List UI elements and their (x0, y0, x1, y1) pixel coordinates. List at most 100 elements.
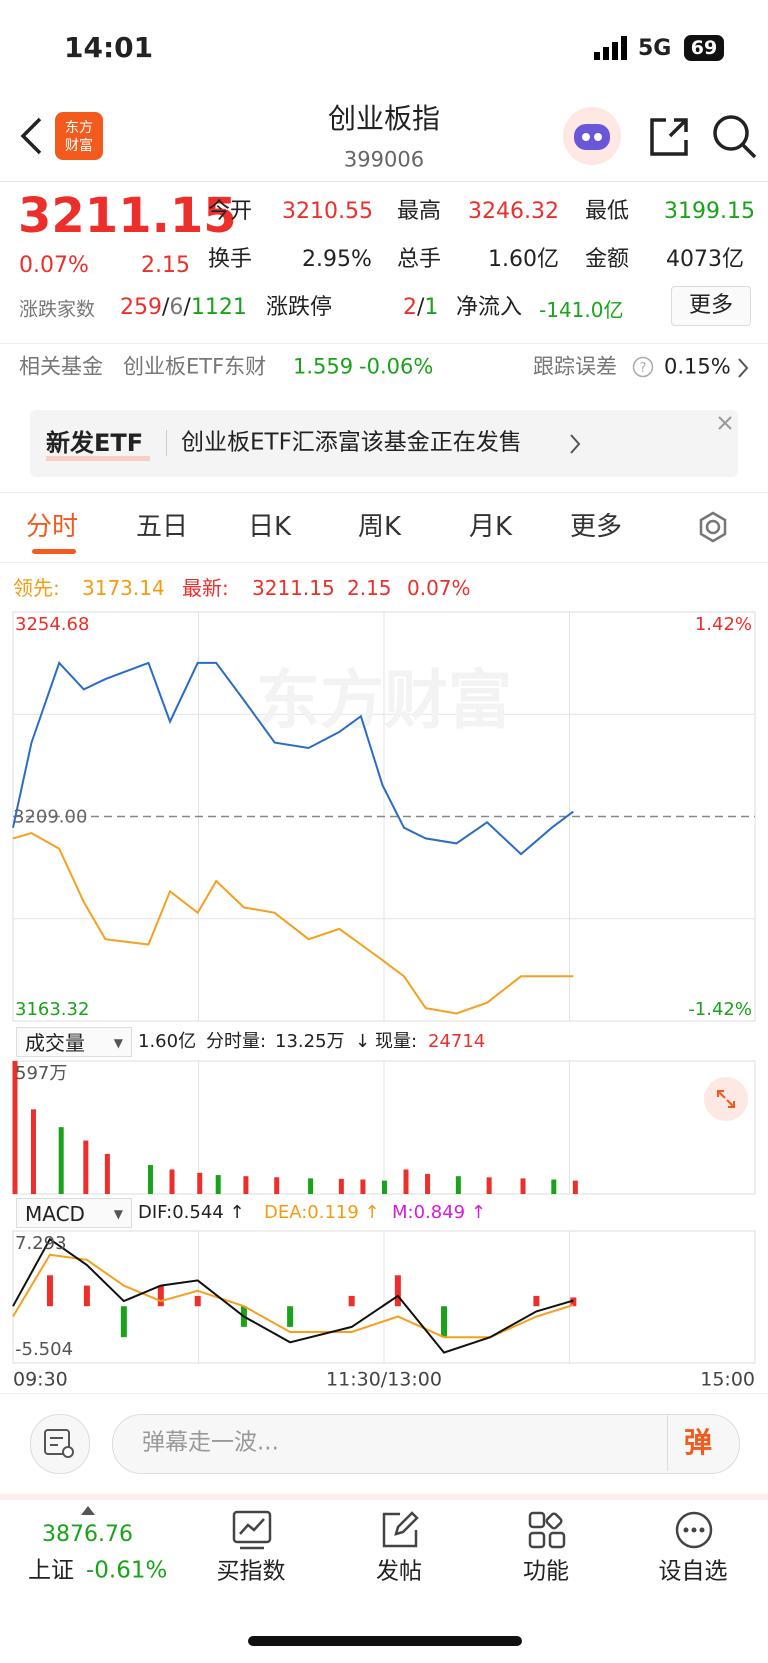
nav-item[interactable]: 买指数 (216, 1558, 286, 1585)
label: 分时量: (206, 1031, 267, 1052)
volume-chart: 597万 (12, 1060, 756, 1195)
period-volume: 13.25万 (275, 1031, 345, 1052)
volume-bar (243, 1176, 249, 1194)
dea-label: DEA:0.119 ↑ (264, 1202, 380, 1223)
y-min-label: -5.504 (15, 1339, 73, 1360)
volume-bar (572, 1180, 578, 1194)
divider (0, 181, 768, 182)
intraday-chart: 东方财富 3254.68 3163.32 3209.00 1.42% -1.42% (12, 611, 756, 1022)
label: 涨跌家数 (19, 298, 96, 321)
nav-item[interactable]: 发帖 (376, 1558, 422, 1585)
fund-change: -0.06% (359, 354, 434, 379)
tag-underline (46, 456, 150, 461)
assistant-avatar[interactable] (562, 106, 622, 166)
expand-button[interactable] (704, 1077, 748, 1121)
latest-pct: 0.07% (407, 576, 471, 600)
indicator-selector[interactable]: MACD ▼ (16, 1198, 132, 1228)
lead-label: 领先: (13, 576, 60, 600)
volume-bar (520, 1178, 526, 1194)
trend-arrow: ↓ (355, 1031, 371, 1052)
volume-bar (169, 1169, 175, 1194)
macd-bar (120, 1306, 127, 1338)
nav-icon (528, 1511, 566, 1549)
danmaku-toggle[interactable] (30, 1414, 90, 1474)
m-label: M:0.849 ↑ (392, 1202, 486, 1223)
net-flow: -141.0亿 (539, 298, 624, 322)
up-arrow (81, 1506, 95, 1515)
tab[interactable]: 分时 (26, 512, 79, 542)
volume-bar (308, 1178, 314, 1194)
x-tick-label: 15:00 (700, 1368, 755, 1391)
share-button[interactable] (648, 116, 690, 158)
unchanged: 6 (169, 295, 184, 320)
nav-icon (382, 1511, 419, 1548)
volume-bar (147, 1165, 153, 1194)
limits: 2/1 (403, 297, 438, 319)
volume-bar (83, 1140, 89, 1194)
svg-text:?: ? (640, 361, 647, 376)
dea-line (12, 1253, 574, 1339)
app-logo: 东方财富 (55, 112, 103, 160)
turnover: 2.95% (302, 247, 372, 272)
index-name: 上证 (28, 1557, 74, 1584)
network: 5G (638, 36, 672, 61)
advancers: 259 (120, 295, 162, 320)
separator: / (162, 295, 170, 320)
close-banner[interactable] (716, 414, 734, 432)
lead-line (12, 832, 574, 1015)
macd-bar (194, 1295, 201, 1307)
nav-icon (232, 1510, 272, 1550)
selector-text: MACD (25, 1202, 85, 1226)
volume-bar (551, 1179, 557, 1194)
label: 净流入 (456, 295, 523, 320)
tab[interactable]: 月K (469, 512, 513, 542)
comment-placeholder: 弹幕走一波... (142, 1429, 279, 1456)
volume-bar (104, 1153, 110, 1194)
tab[interactable]: 更多 (570, 512, 623, 542)
macd-bar (83, 1285, 90, 1307)
divider (0, 343, 768, 344)
fund-price: 1.559 (293, 354, 354, 379)
breadth: 259/6/1121 (120, 297, 247, 319)
label: 涨跌停 (266, 295, 333, 320)
volume-bar (425, 1173, 431, 1194)
settings-button[interactable] (697, 511, 729, 543)
y-max-label: 7.293 (15, 1233, 67, 1254)
volume-bar (197, 1172, 203, 1194)
send-danmaku[interactable]: 弹 (684, 1426, 713, 1459)
x-tick-label: 11:30/13:00 (326, 1368, 442, 1391)
limit-up: 2 (403, 295, 417, 320)
tab[interactable]: 五日 (136, 512, 189, 542)
index-value: 3876.76 (42, 1522, 133, 1547)
watermark: 东方财富 (256, 664, 512, 738)
page-title: 创业板指 (327, 102, 441, 135)
tracking-error: 0.15% (664, 354, 731, 379)
tab[interactable]: 日K (248, 512, 292, 542)
search-button[interactable] (712, 114, 758, 160)
dif-line (12, 1237, 574, 1354)
volume-bar (486, 1177, 492, 1194)
dropdown-arrow: ▼ (113, 1036, 123, 1050)
volume-bar (403, 1169, 409, 1194)
comment-input[interactable] (112, 1414, 740, 1474)
label: 最低 (585, 199, 630, 224)
svg-text:财富: 财富 (65, 137, 93, 154)
separator: / (417, 295, 425, 320)
price-line (12, 661, 574, 856)
volume-bar (360, 1179, 366, 1194)
etf-banner[interactable] (30, 410, 738, 477)
nav-item[interactable]: 功能 (523, 1558, 569, 1585)
tab[interactable]: 周K (358, 512, 402, 542)
open: 3210.55 (282, 199, 373, 224)
divider (667, 1415, 668, 1471)
x-tick-label: 09:30 (13, 1368, 68, 1391)
nav-item[interactable]: 设自选 (658, 1558, 728, 1585)
indicator-selector[interactable]: 成交量 ▼ (16, 1027, 132, 1057)
help-icon[interactable]: ? (632, 356, 654, 378)
more-button[interactable]: 更多 (671, 286, 751, 326)
back-button[interactable] (18, 116, 44, 156)
divider (0, 562, 768, 563)
battery: 69 (684, 35, 724, 61)
dropdown-arrow: ▼ (113, 1207, 123, 1221)
fund-name: 创业板ETF东财 (123, 354, 267, 379)
